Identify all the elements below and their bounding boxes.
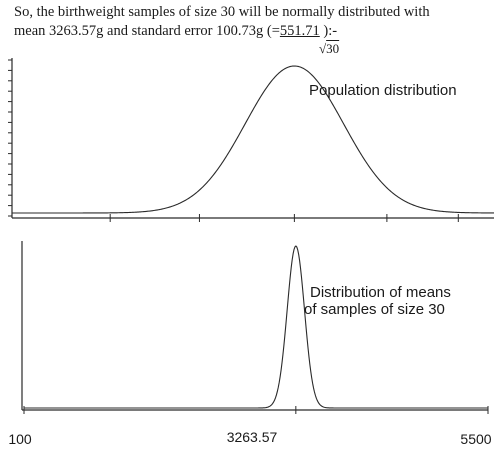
sampling-panel: Distribution of means of samples of size…: [8, 241, 491, 447]
sampling-label-line-2: of samples of size 30: [304, 301, 445, 318]
x-tick-label-min: 100: [8, 431, 32, 447]
x-tick-label-mean: 3263.57: [227, 429, 278, 445]
population-label: Population distribution: [309, 82, 457, 99]
population-panel: Population distribution: [8, 58, 494, 222]
sampling-distribution-curve: [24, 246, 488, 408]
x-tick-label-max: 5500: [460, 431, 491, 447]
sampling-label-line-1: Distribution of means: [310, 284, 451, 301]
